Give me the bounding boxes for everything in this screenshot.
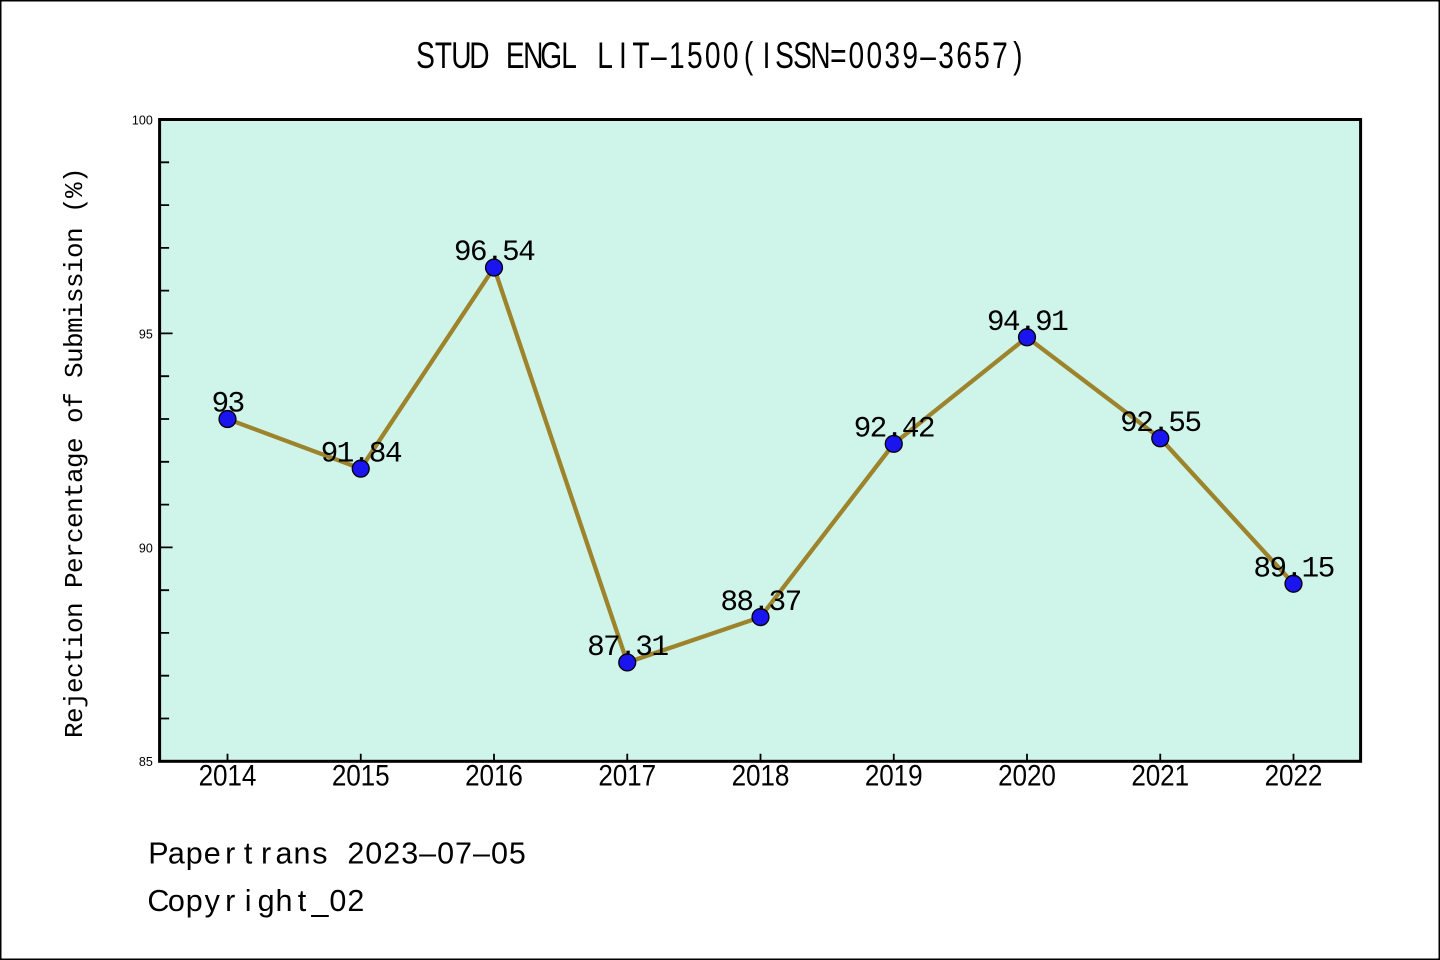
svg-text:89.15: 89.15 [1253,551,1333,585]
svg-text:91.84: 91.84 [321,436,402,470]
svg-text:2017: 2017 [598,759,656,792]
svg-text:2020: 2020 [998,759,1056,792]
svg-text:STUD ENGL LIT–1500(ISSN=0039–3: STUD ENGL LIT–1500(ISSN=0039–3657) [416,35,1022,77]
svg-text:2015: 2015 [332,759,390,792]
svg-text:2018: 2018 [732,759,790,792]
svg-text:2016: 2016 [465,759,523,792]
svg-text:95: 95 [139,327,153,341]
svg-text:85: 85 [139,755,153,769]
svg-text:92.42: 92.42 [854,412,934,446]
svg-text:94.91: 94.91 [987,305,1068,339]
svg-text:2022: 2022 [1265,759,1323,792]
svg-text:Papertrans 2023–07–05: Papertrans 2023–07–05 [148,836,526,870]
svg-text:2014: 2014 [199,759,257,792]
svg-text:92.55: 92.55 [1120,406,1200,440]
svg-text:Rejection Percentage of Submis: Rejection Percentage of Submission (%) [60,168,90,738]
svg-text:2021: 2021 [1131,759,1189,792]
svg-text:90: 90 [139,541,153,555]
svg-text:93: 93 [211,387,243,421]
svg-text:88.37: 88.37 [720,585,800,619]
svg-text:87.31: 87.31 [587,630,668,664]
svg-text:96.54: 96.54 [454,235,535,269]
svg-text:2019: 2019 [865,759,923,792]
svg-text:100: 100 [132,113,153,127]
